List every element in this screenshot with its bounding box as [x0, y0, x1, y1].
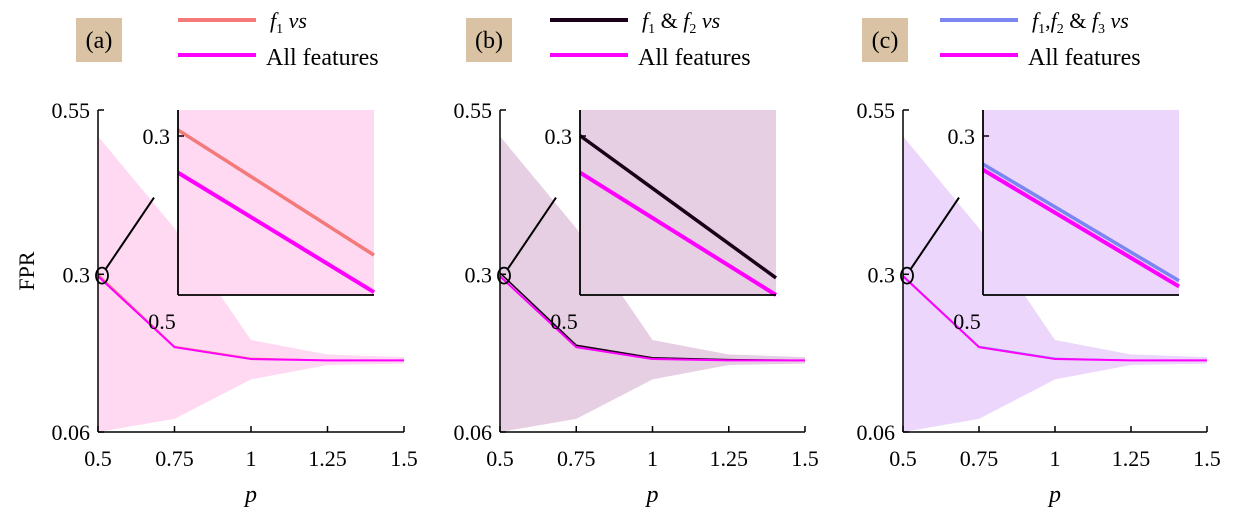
inset-series-line-1 — [982, 162, 1180, 283]
panel-label: (b) — [475, 28, 503, 54]
zoom-marker — [900, 266, 914, 285]
x-tick-label: 1 — [647, 446, 658, 471]
x-tick-label: 1 — [246, 446, 257, 471]
x-tick-label: 1 — [1050, 446, 1061, 471]
x-tick-label: 1.5 — [791, 446, 819, 471]
legend-entry-series-2: All features — [266, 45, 379, 71]
x-tick-label: 1.25 — [308, 446, 347, 471]
x-tick-label: 0.75 — [960, 446, 999, 471]
y-tick-label: 0.3 — [868, 262, 896, 287]
confidence-band — [903, 136, 1207, 433]
x-tick-label: 1.25 — [710, 446, 749, 471]
x-tick-label: 0.75 — [557, 446, 596, 471]
inset-y-tick-label: 0.3 — [545, 124, 573, 149]
panel-label: (a) — [86, 28, 113, 54]
legend-entry-series-1: f1 & f2 vs — [642, 8, 720, 37]
inset-x-tick-label: 0.5 — [148, 309, 176, 334]
inset-x-tick-label: 0.5 — [550, 309, 578, 334]
legend-entry-series-2: All features — [638, 45, 751, 71]
inset-x-tick-label: 0.5 — [953, 309, 981, 334]
zoom-marker — [95, 266, 109, 285]
x-axis-label: p — [645, 482, 659, 508]
x-tick-label: 0.5 — [889, 446, 917, 471]
x-tick-label: 0.75 — [155, 446, 194, 471]
legend-entry-series-1: f1 vs — [270, 8, 307, 37]
x-tick-label: 0.5 — [486, 446, 514, 471]
inset-series-line-2 — [981, 168, 1181, 289]
confidence-band — [98, 136, 404, 433]
series-line-2 — [97, 275, 404, 362]
x-tick-label: 1.25 — [1112, 446, 1151, 471]
y-tick-label: 0.06 — [454, 420, 493, 445]
panel-label-box — [862, 18, 908, 62]
zoom-marker — [497, 266, 511, 285]
y-tick-label: 0.06 — [857, 420, 896, 445]
confidence-band — [500, 136, 805, 433]
x-tick-label: 1.5 — [390, 446, 418, 471]
legend-entry-series-1: f1,f2 & f3 vs — [1032, 8, 1129, 37]
zoom-leader-line — [910, 197, 960, 270]
series-line-2 — [902, 275, 1207, 362]
y-axis-label: FPR — [14, 251, 39, 290]
inset-series-line-1 — [177, 128, 375, 257]
x-axis-label: p — [243, 482, 257, 508]
y-tick-label: 0.55 — [454, 98, 493, 123]
inset-background — [983, 110, 1179, 295]
inset-series-line-2 — [176, 170, 376, 294]
inset-background — [580, 110, 776, 295]
x-tick-label: 0.5 — [84, 446, 112, 471]
inset-y-tick-label: 0.3 — [948, 124, 976, 149]
y-tick-label: 0.06 — [52, 420, 91, 445]
zoom-leader-line — [507, 197, 557, 270]
y-tick-label: 0.3 — [63, 262, 91, 287]
inset-background — [178, 110, 374, 295]
legend-entry-series-2: All features — [1028, 45, 1141, 71]
inset-series-line-1 — [578, 134, 778, 280]
x-tick-label: 1.5 — [1193, 446, 1221, 471]
inset-y-tick-label: 0.3 — [143, 124, 171, 149]
y-tick-label: 0.55 — [857, 98, 896, 123]
y-tick-label: 0.55 — [52, 98, 91, 123]
zoom-leader-line — [105, 197, 155, 270]
panel-label-box — [466, 18, 512, 62]
y-tick-label: 0.3 — [465, 262, 493, 287]
panel-label: (c) — [872, 28, 899, 54]
x-axis-label: p — [1047, 482, 1061, 508]
series-line-2 — [499, 275, 805, 362]
panel-label-box — [76, 18, 122, 62]
inset-series-line-2 — [578, 170, 778, 297]
